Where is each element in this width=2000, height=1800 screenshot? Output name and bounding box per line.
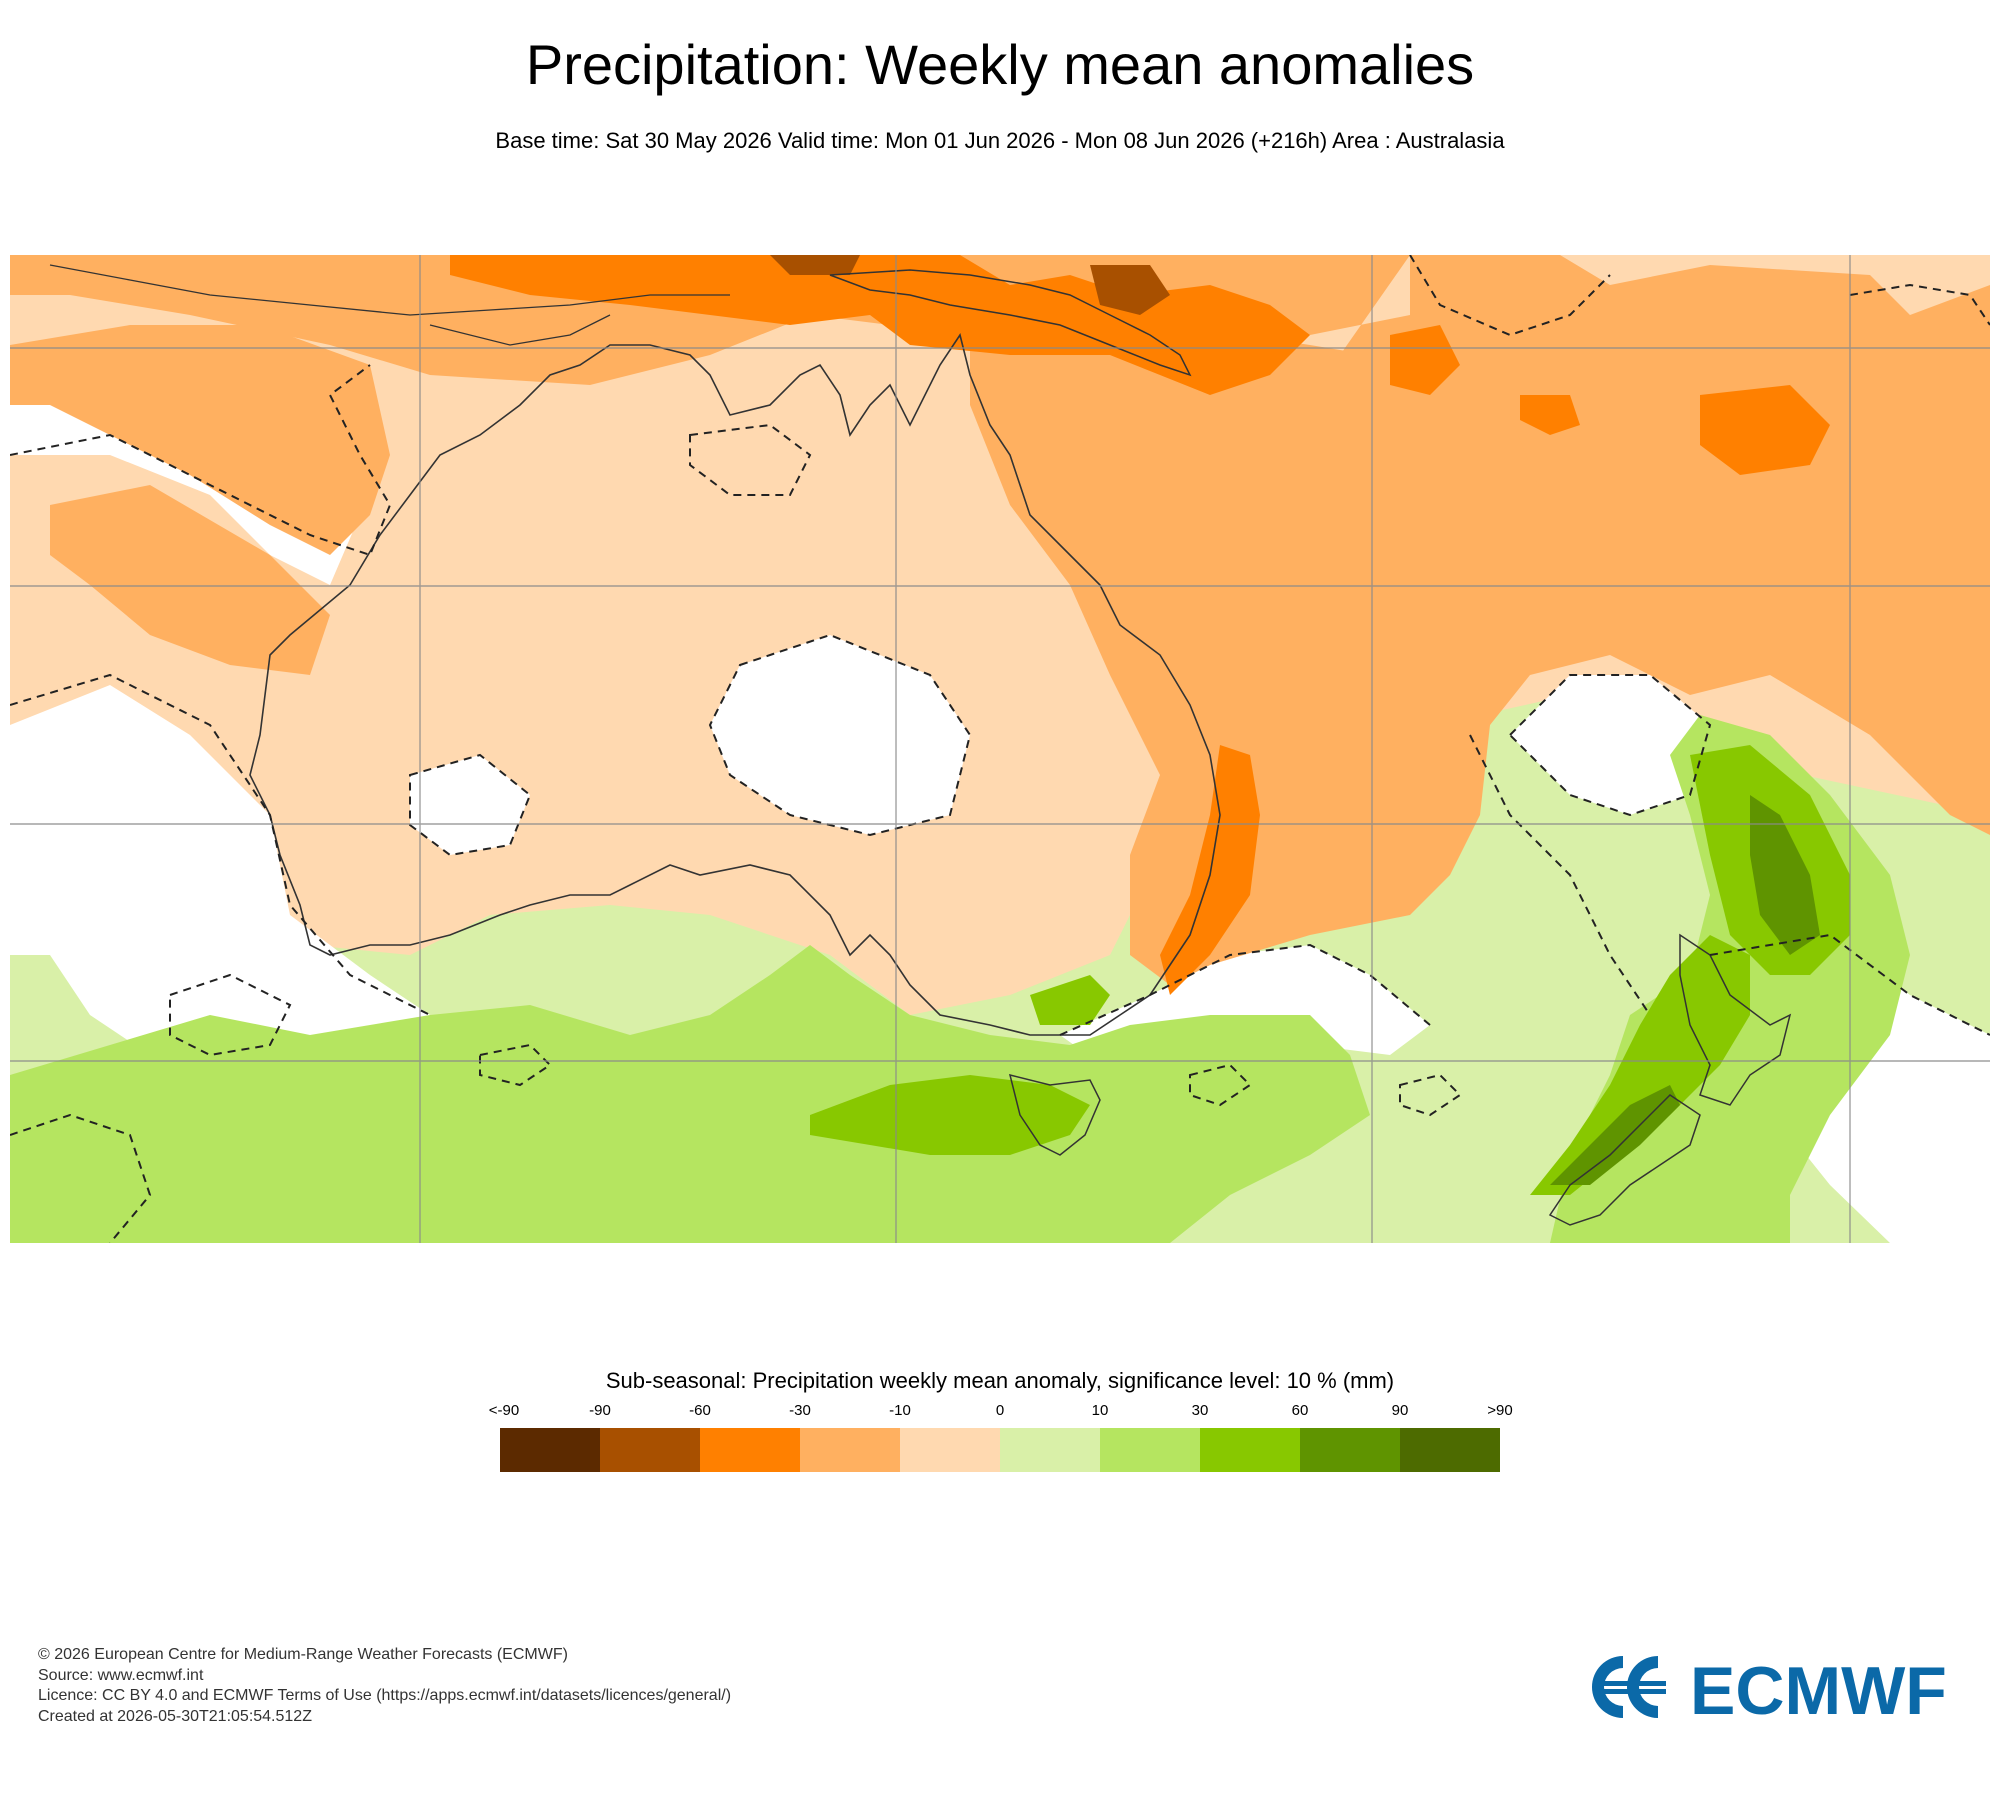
green-90-nz-west	[1550, 1085, 1680, 1185]
orange-60-nsw-coast	[1160, 745, 1260, 995]
green-90-tasman-core	[1750, 795, 1820, 955]
legend-swatch	[1100, 1428, 1200, 1472]
orange-60-east-pacific	[1700, 385, 1830, 475]
legend-tick: -90	[589, 1402, 611, 1419]
orange-30-west-blob	[50, 485, 330, 675]
map-subtitle: Base time: Sat 30 May 2026 Valid time: M…	[495, 128, 1505, 153]
copyright-line: © 2026 European Centre for Medium-Range …	[38, 1646, 568, 1663]
legend-tick: <-90	[488, 1402, 520, 1419]
green-30-south-band	[10, 945, 1370, 1243]
legend-tick: -10	[889, 1402, 911, 1419]
orange-30-west-indian-ocean	[10, 325, 390, 555]
tasmania-outline	[1008, 1073, 1101, 1156]
legend-title: Sub-seasonal: Precipitation weekly mean …	[605, 1368, 1395, 1393]
green-60-new-zealand	[1530, 935, 1750, 1195]
green-60-victoria	[1030, 975, 1110, 1025]
orange-60-north-band	[450, 255, 1310, 395]
map-title: Precipitation: Weekly mean anomalies	[525, 33, 1475, 96]
legend-tick: 30	[1191, 1402, 1209, 1419]
source-line: Source: www.ecmwf.int	[38, 1666, 204, 1684]
ecmwf-logo-mark: ECMWF	[1591, 1653, 1947, 1729]
legend-tick: -30	[789, 1402, 811, 1419]
map-canvas	[10, 255, 1990, 1243]
indonesia-coastline	[49, 264, 730, 346]
legend-tick: 60	[1291, 1402, 1309, 1419]
legend-tick: 90	[1391, 1402, 1409, 1419]
orange-90-png	[1090, 265, 1170, 315]
australia-coastline	[249, 333, 1221, 1036]
legend-tick: 0	[995, 1402, 1005, 1419]
legend-tick: >90	[1487, 1402, 1513, 1419]
legend-swatch	[1400, 1428, 1500, 1472]
map-gridlines	[10, 255, 1990, 1243]
legend-swatch	[800, 1428, 900, 1472]
legend-swatch	[1300, 1428, 1400, 1472]
legend-swatch	[1000, 1428, 1100, 1472]
ecmwf-logo: ECMWF	[1588, 1652, 1963, 1729]
orange-30-east-australia	[970, 315, 1570, 985]
white-zone-tasman-north	[1510, 675, 1710, 815]
white-zone-west	[10, 685, 430, 1075]
legend-tick-labels: <-90 -90 -60 -30 -10 0 10 30 60 90 >90	[0, 1402, 2000, 1424]
orange-90-timor	[770, 255, 860, 275]
legend-swatch	[1200, 1428, 1300, 1472]
legend-colorbar	[500, 1428, 1500, 1472]
created-line: Created at 2026-05-30T21:05:54.512Z	[38, 1707, 312, 1725]
anomaly-map[interactable]	[10, 255, 1990, 1243]
legend-swatch	[900, 1428, 1000, 1472]
green-60-tasmania	[810, 1075, 1090, 1155]
significance-contours	[10, 255, 1990, 1243]
legend-swatch	[700, 1428, 800, 1472]
orange-60-solomon	[1390, 325, 1460, 395]
legend-swatch	[500, 1428, 600, 1472]
footer-credits: © 2026 European Centre for Medium-Range …	[38, 1645, 731, 1727]
orange-60-pacific-small	[1520, 395, 1580, 435]
new-zealand-outline	[1548, 933, 1792, 1226]
licence-line: Licence: CC BY 4.0 and ECMWF Terms of Us…	[38, 1687, 732, 1704]
new-guinea-coastline	[829, 269, 1192, 377]
white-zone-central	[710, 635, 970, 835]
ecmwf-logo-text: ECMWF	[1690, 1653, 1947, 1722]
legend-tick: 10	[1091, 1402, 1109, 1419]
white-zone-south-australia	[410, 755, 530, 855]
legend-tick: -60	[689, 1402, 711, 1419]
legend-swatch	[600, 1428, 700, 1472]
